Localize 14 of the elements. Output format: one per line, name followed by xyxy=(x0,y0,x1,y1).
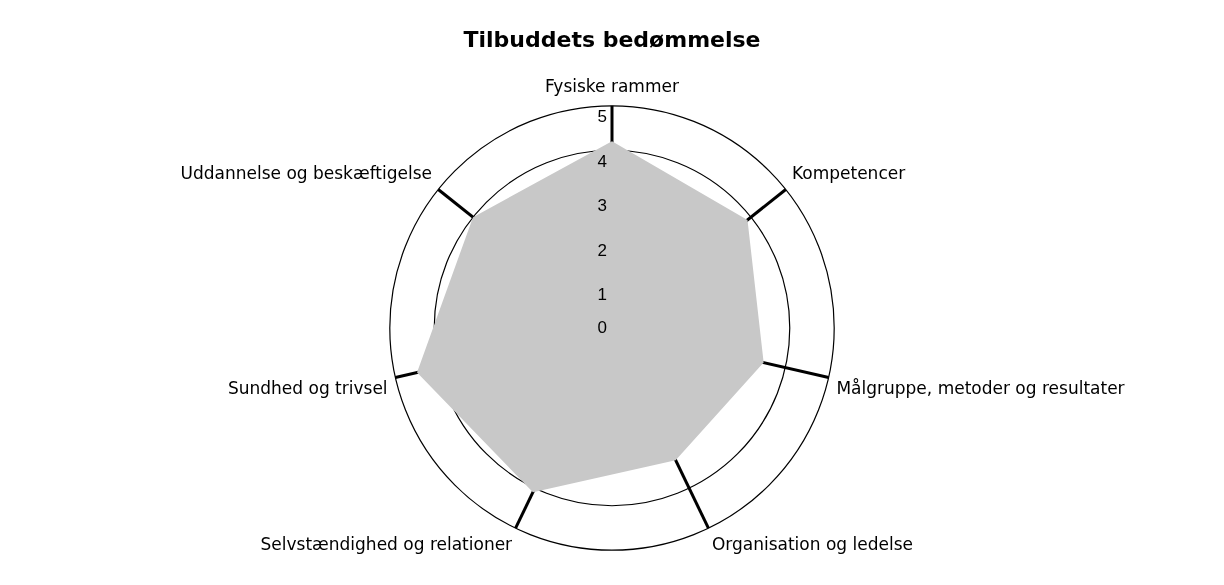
spoke-label: Sundhed og trivsel xyxy=(227,377,388,398)
spoke-label: Organisation og ledelse xyxy=(711,534,913,555)
chart-title: Tilbuddets bedømmelse xyxy=(463,26,761,52)
y-tick-label: 0 xyxy=(597,317,607,337)
spoke-label: Fysiske rammer xyxy=(545,76,679,97)
spoke-label: Målgruppe, metoder og resultater xyxy=(836,377,1125,398)
y-tick-label: 2 xyxy=(597,240,607,260)
spoke-label: Selvstændighed og relationer xyxy=(260,534,513,555)
spoke-label: Uddannelse og beskæftigelse xyxy=(180,162,433,183)
spoke-label: Kompetencer xyxy=(791,162,906,183)
y-tick-label: 3 xyxy=(597,196,607,216)
y-tick-label: 5 xyxy=(597,107,607,127)
y-tick-label: 1 xyxy=(597,285,607,305)
y-tick-label: 4 xyxy=(597,151,607,171)
